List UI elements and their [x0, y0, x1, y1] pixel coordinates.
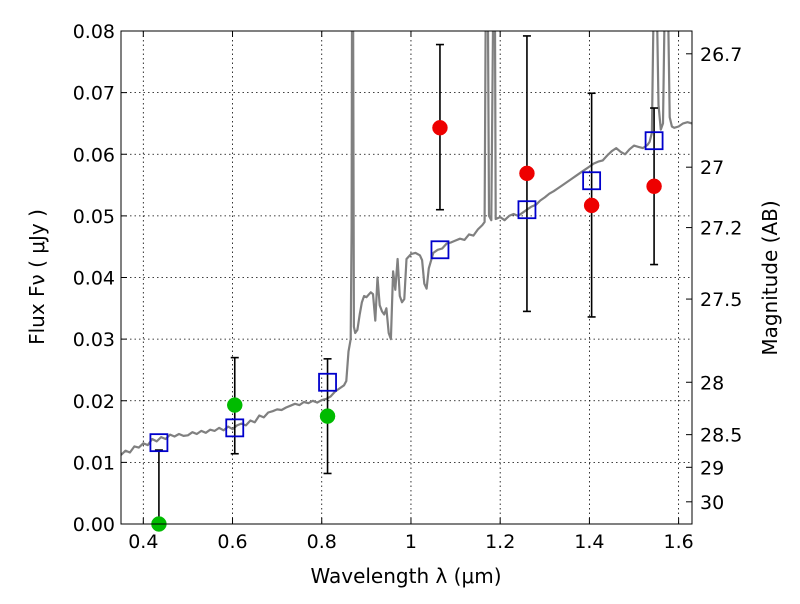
y-tick-label: 0.04 — [73, 268, 115, 290]
x-tick-label: 0.8 — [307, 531, 337, 553]
x-axis-label: Wavelength λ (μm) — [310, 564, 501, 588]
flux-point — [319, 408, 336, 424]
model-square-marker — [517, 200, 537, 220]
x-tick-label: 1.6 — [664, 531, 694, 553]
x-tick-label: 0.4 — [128, 531, 158, 553]
right-tick-label: 28.5 — [700, 425, 742, 447]
spectrum-layer — [121, 31, 692, 456]
y-tick-label: 0.03 — [73, 329, 115, 351]
grid — [121, 30, 692, 525]
model-square-marker — [644, 131, 664, 151]
model-square-marker — [318, 372, 337, 392]
x-tick-label: 0.6 — [217, 531, 247, 553]
flux-point — [432, 120, 448, 136]
model-square-marker — [149, 433, 169, 453]
y-tick-label: 0.01 — [73, 452, 115, 474]
y-tick-label: 0.06 — [73, 144, 115, 166]
ticks: 0.4 0.6 0.8 1 1.2 1.4 1.6 0.00 0.01 0.02 0.03 0.04 0… — [73, 21, 743, 553]
right-tick-label: 27 — [700, 157, 724, 179]
flux-point — [227, 397, 243, 413]
flux-point — [583, 197, 600, 214]
right-tick-label: 27.2 — [700, 218, 742, 240]
model-square-marker — [430, 240, 450, 260]
right-tick-label: 30 — [700, 492, 724, 514]
x-tick-label: 1 — [405, 531, 417, 553]
y-tick-label: 0.08 — [73, 21, 115, 43]
model-square-marker — [225, 418, 245, 438]
y-tick-label: 0.05 — [73, 206, 115, 228]
right-axis-label: Magnitude (AB) — [758, 200, 782, 355]
y-tick-label: 0.00 — [73, 514, 115, 536]
errorbar-layer — [154, 35, 659, 525]
flux-point — [519, 165, 535, 182]
right-tick-label: 27.5 — [700, 289, 742, 311]
x-tick-label: 1.4 — [574, 531, 604, 553]
right-tick-label: 28 — [700, 372, 724, 394]
x-tick-label: 1.2 — [485, 531, 515, 553]
y-axis-label: Flux Fν ( μJy ) — [25, 209, 49, 345]
spectrum-line — [121, 31, 692, 456]
right-tick-label: 29 — [700, 457, 724, 479]
points-layer — [151, 120, 662, 532]
y-tick-label: 0.02 — [73, 391, 115, 413]
model-square-marker — [582, 171, 602, 191]
y-tick-label: 0.07 — [73, 83, 115, 105]
flux-point — [646, 178, 662, 195]
right-tick-label: 26.7 — [700, 44, 742, 66]
model-squares-layer — [149, 131, 664, 453]
